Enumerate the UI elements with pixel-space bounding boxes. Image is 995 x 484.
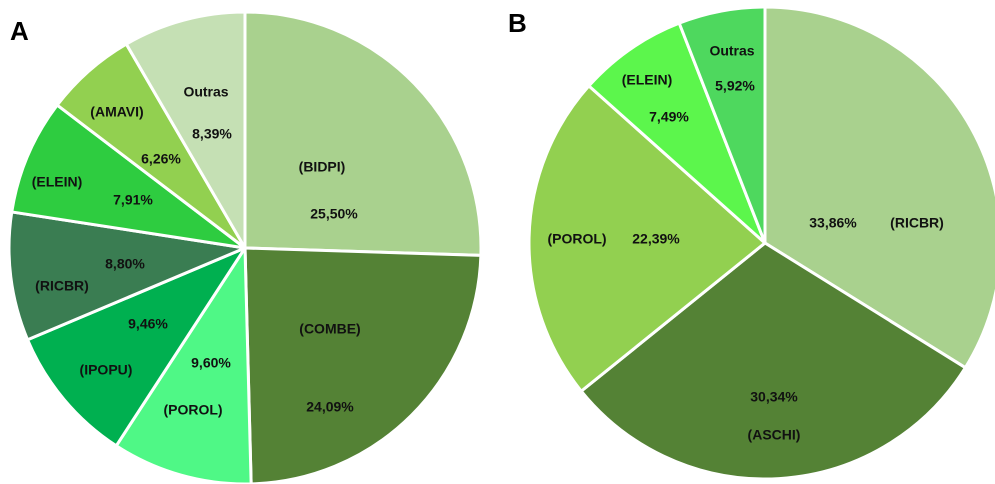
slice-name-label-elein: (ELEIN) — [32, 174, 83, 190]
slice-name-label-amavi: (AMAVI) — [90, 104, 143, 120]
slice-value-label-porol: 22,39% — [632, 231, 680, 247]
pie-slice-outras — [124, 10, 247, 250]
slice-value-label-ricbr: 8,80% — [105, 256, 145, 272]
slice-name-label-aschi: (ASCHI) — [748, 427, 801, 443]
pie-chart-b: (RICBR) 33,86% (ASCHI) 30,34% (POROL) 22,39% (… — [527, 5, 995, 481]
slice-value-label-combe: 24,09% — [306, 399, 354, 415]
slice-value-label-elein: 7,49% — [649, 109, 689, 125]
slice-name-label-combe: (COMBE) — [299, 321, 360, 337]
pie-slice-ipopu — [26, 246, 247, 448]
slice-value-label-ricbr: 33,86% — [809, 215, 857, 231]
slice-value-label-outras: 5,92% — [715, 78, 755, 94]
slice-name-label-ricbr: (RICBR) — [890, 215, 944, 231]
slice-value-label-outras: 8,39% — [192, 126, 232, 142]
pie-slice-aschi — [579, 241, 967, 481]
slice-value-label-aschi: 30,34% — [750, 389, 798, 405]
slice-value-label-elein: 7,91% — [113, 192, 153, 208]
slice-name-label-outras: Outras — [183, 84, 228, 100]
panel-letter-b: B — [508, 8, 527, 38]
slice-value-label-porol: 9,60% — [191, 355, 231, 371]
slice-name-label-ricbr: (RICBR) — [35, 278, 89, 294]
pie-slice-combe — [243, 246, 483, 484]
panel-letter-a: A — [10, 16, 29, 46]
slice-name-label-ipopu: (IPOPU) — [80, 362, 133, 378]
pie-slice-porol — [527, 84, 767, 393]
pie-slice-elein — [587, 21, 767, 245]
pie-slice-elein — [10, 103, 247, 250]
slice-value-label-amavi: 6,26% — [141, 151, 181, 167]
pie-chart-a: (BIDPI) 25,50% (COMBE) 24,09% (POROL) 9,60% (I… — [7, 10, 483, 484]
slice-value-label-bidpi: 25,50% — [310, 206, 358, 222]
pie-slice-ricbr — [7, 210, 247, 342]
slice-name-label-bidpi: (BIDPI) — [299, 159, 346, 175]
slice-name-label-porol: (POROL) — [547, 231, 606, 247]
pie-slice-bidpi — [243, 10, 483, 257]
slice-value-label-ipopu: 9,46% — [128, 316, 168, 332]
slice-name-label-porol: (POROL) — [163, 402, 222, 418]
slice-name-label-elein: (ELEIN) — [622, 72, 673, 88]
pie-slice-outras — [677, 5, 767, 245]
slice-name-label-outras: Outras — [709, 43, 754, 59]
